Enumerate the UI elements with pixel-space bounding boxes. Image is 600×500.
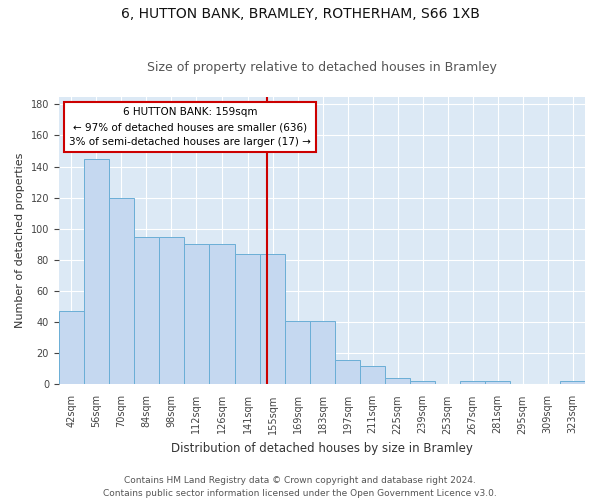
Bar — [286, 320, 310, 384]
Bar — [260, 254, 286, 384]
Bar — [360, 366, 385, 384]
Bar — [385, 378, 410, 384]
Bar — [109, 198, 134, 384]
Bar — [310, 320, 335, 384]
Y-axis label: Number of detached properties: Number of detached properties — [15, 153, 25, 328]
Bar — [235, 254, 260, 384]
Text: 6 HUTTON BANK: 159sqm
← 97% of detached houses are smaller (636)
3% of semi-deta: 6 HUTTON BANK: 159sqm ← 97% of detached … — [69, 108, 311, 147]
Bar — [460, 382, 485, 384]
Bar — [485, 382, 510, 384]
Bar — [184, 244, 209, 384]
Text: 6, HUTTON BANK, BRAMLEY, ROTHERHAM, S66 1XB: 6, HUTTON BANK, BRAMLEY, ROTHERHAM, S66 … — [121, 8, 479, 22]
Bar — [410, 382, 435, 384]
X-axis label: Distribution of detached houses by size in Bramley: Distribution of detached houses by size … — [171, 442, 473, 455]
Bar — [134, 236, 158, 384]
Text: Contains HM Land Registry data © Crown copyright and database right 2024.
Contai: Contains HM Land Registry data © Crown c… — [103, 476, 497, 498]
Bar — [560, 382, 585, 384]
Bar — [335, 360, 360, 384]
Bar — [84, 159, 109, 384]
Bar — [59, 312, 84, 384]
Bar — [209, 244, 235, 384]
Title: Size of property relative to detached houses in Bramley: Size of property relative to detached ho… — [147, 62, 497, 74]
Bar — [158, 236, 184, 384]
